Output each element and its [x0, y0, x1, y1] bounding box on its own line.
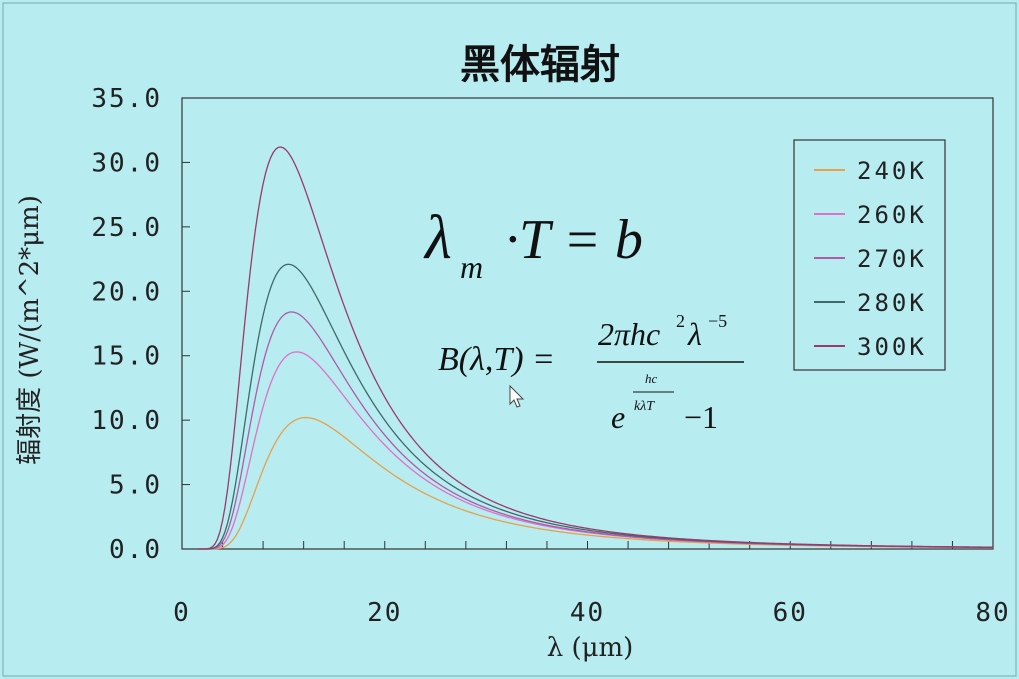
x-tick-label: 40 [570, 598, 605, 628]
x-tick-label: 0 [173, 598, 191, 628]
wien-formula: λ m ·T = b [423, 204, 643, 285]
y-tick-label: 35.0 [91, 84, 162, 114]
wien-subscript: m [460, 249, 483, 285]
x-tick-label: 60 [773, 598, 808, 628]
planck-exp-denominator: kλT [634, 399, 655, 414]
x-axis: 0 20 40 60 80 [173, 541, 1010, 628]
legend: 240K 260K 270K 280K 300K [793, 139, 946, 371]
planck-denominator-rest: −1 [684, 399, 718, 435]
legend-label-300K: 300K [857, 333, 927, 361]
x-tick-label: 20 [367, 598, 402, 628]
chart-title: 黑体辐射 [460, 42, 620, 88]
y-tick-label: 15.0 [91, 342, 162, 372]
y-axis: 0.0 5.0 10.0 15.0 20.0 25.0 30.0 35.0 [91, 84, 190, 565]
y-tick-label: 25.0 [91, 213, 162, 243]
y-tick-label: 0.0 [109, 535, 162, 565]
planck-numerator-sup2: −5 [708, 311, 727, 331]
planck-formula: B(λ,T) = 2πhc 2 λ −5 e hc kλT −1 [438, 311, 744, 435]
y-tick-label: 20.0 [91, 277, 162, 307]
legend-label-240K: 240K [857, 157, 927, 185]
x-tick-label: 80 [975, 598, 1010, 628]
series-line-300K [197, 146, 994, 550]
legend-label-270K: 270K [857, 245, 927, 273]
legend-box [793, 139, 946, 371]
series-lines [197, 146, 994, 550]
planck-numerator-sup1: 2 [676, 311, 685, 331]
planck-numerator-lambda: λ [687, 316, 702, 352]
cursor-icon [509, 384, 525, 408]
wien-lambda: λ [423, 204, 452, 272]
wien-rest: ·T = b [505, 209, 643, 271]
legend-label-280K: 280K [857, 289, 927, 317]
planck-exp-numerator: hc [645, 371, 658, 386]
planck-numerator: 2πhc [598, 316, 660, 352]
y-tick-label: 30.0 [91, 148, 162, 178]
x-axis-title: λ (μm) [547, 633, 634, 663]
planck-lhs: B(λ,T) = [438, 341, 555, 378]
y-axis-title: 辐射度 (W/(m^2*μm) [15, 195, 45, 465]
planck-denominator-e: e [611, 399, 625, 435]
y-tick-label: 5.0 [109, 471, 162, 501]
y-tick-label: 10.0 [91, 406, 162, 436]
legend-label-260K: 260K [857, 201, 927, 229]
